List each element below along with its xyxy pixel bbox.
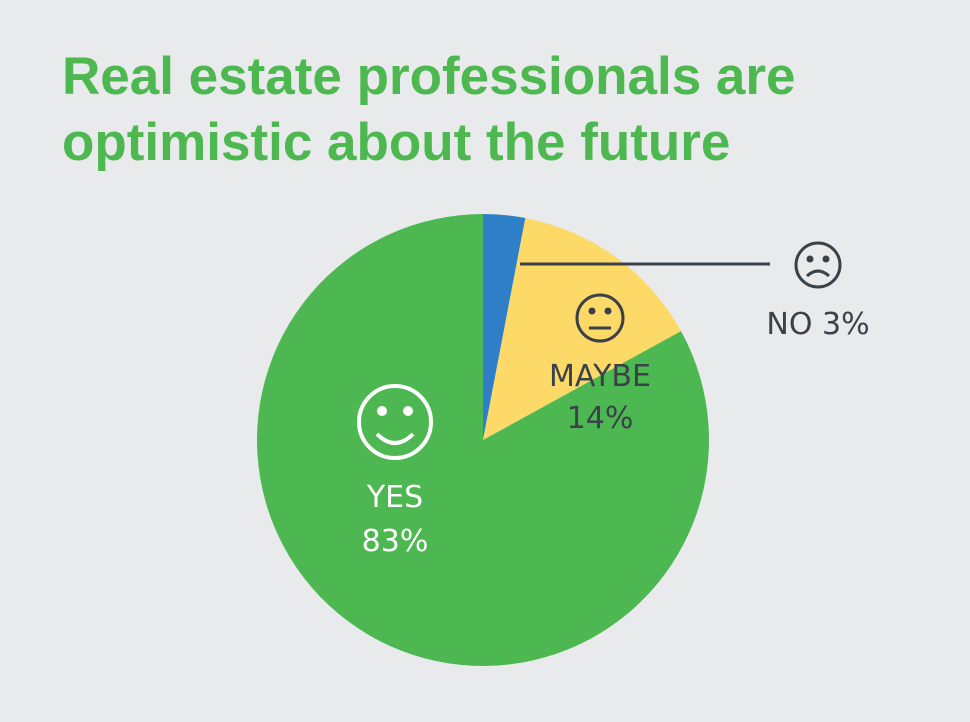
category-label: MAYBE bbox=[549, 359, 651, 394]
pie bbox=[256, 214, 709, 667]
value-label: 3% bbox=[822, 307, 870, 342]
category-label: NO bbox=[766, 307, 812, 342]
category-label: YES bbox=[366, 480, 423, 515]
pie-slice bbox=[483, 214, 526, 440]
neutral-icon bbox=[575, 293, 625, 343]
value-label: 14% bbox=[567, 401, 634, 436]
slice-label: NO 3% bbox=[766, 307, 869, 342]
frown-icon bbox=[794, 241, 842, 289]
chart-title: Real estate professionals are optimistic… bbox=[62, 47, 796, 172]
pie-slice bbox=[483, 218, 682, 440]
pie-slice bbox=[256, 214, 709, 667]
value-label: 83% bbox=[362, 524, 429, 559]
smile-icon bbox=[357, 384, 433, 460]
